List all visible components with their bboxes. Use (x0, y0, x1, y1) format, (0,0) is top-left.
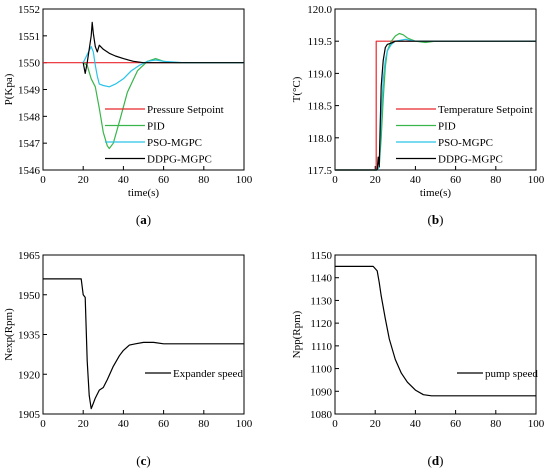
plot-frame (334, 8, 537, 171)
series-line (82, 45, 244, 88)
plot-frame (42, 8, 245, 171)
y-tick-label: 1552 (18, 4, 40, 16)
y-tick-label: 1950 (18, 290, 41, 302)
series-line (335, 32, 536, 171)
y-tick-label: 1546 (18, 165, 41, 177)
x-tick-label: 0 (40, 418, 46, 430)
panel-d-pump-speed-chart: 0 20 40 60 80 100 1080 1090 1100 1110 1120 1130 1140… (291, 250, 545, 468)
panel-a-pressure-chart: 0 20 40 60 80 100 1546 1547 1548 1549 1550 1551 1552… (3, 4, 253, 227)
legend-label: PID (438, 121, 456, 133)
legend-label: Pressure Setpoint (147, 104, 224, 116)
x-tick-label: 80 (198, 418, 210, 430)
x-tick-label: 40 (118, 174, 130, 186)
y-tick-label: 1548 (18, 111, 41, 123)
y-tick-label: 1905 (18, 409, 41, 421)
y-tick-label: 117.5 (308, 165, 333, 177)
x-tick-label: 20 (370, 174, 382, 186)
legend-label: Temperature Setpoint (438, 104, 533, 116)
y-tick-label: 1965 (18, 250, 41, 262)
x-tick-label: 0 (332, 418, 338, 430)
y-axis-title: T(°C) (291, 76, 303, 102)
y-tick-label: 1920 (18, 369, 41, 381)
series-line (82, 21, 244, 75)
y-tick-label: 1550 (18, 58, 41, 70)
panel-caption: (d) (428, 453, 444, 468)
y-tick-label: 118.5 (308, 101, 333, 113)
y-tick-label: 1547 (18, 138, 41, 150)
y-tick-label: 1935 (18, 330, 41, 342)
y-tick-label: 1549 (18, 85, 41, 97)
x-tick-label: 100 (236, 418, 253, 430)
y-tick-label: 1110 (311, 341, 333, 353)
x-tick-label: 60 (450, 418, 462, 430)
y-tick-label: 119.0 (308, 68, 333, 80)
y-tick-label: 1090 (310, 386, 333, 398)
panel-caption: (b) (428, 212, 444, 227)
series-line (335, 40, 536, 171)
y-tick-label: 1100 (310, 364, 332, 376)
y-tick-label: 1140 (310, 273, 332, 285)
y-tick-label: 1130 (310, 295, 332, 307)
panel-c-expander-speed-chart: 0 20 40 60 80 100 1905 1920 1935 1950 1965 Nexp(Rpm… (3, 250, 253, 468)
x-tick-label: 60 (158, 418, 170, 430)
plot-frame (334, 254, 537, 415)
y-tick-label: 120.0 (307, 4, 332, 16)
series-line (335, 265, 536, 397)
x-axis-title: time(s) (420, 187, 451, 199)
x-tick-label: 20 (78, 174, 90, 186)
x-tick-label: 100 (528, 418, 545, 430)
x-tick-label: 40 (410, 174, 422, 186)
series-line (43, 278, 244, 410)
legend-label: PSO-MGPC (147, 137, 202, 149)
x-tick-label: 20 (78, 418, 90, 430)
x-tick-label: 80 (198, 174, 210, 186)
panel-b-temperature-chart: 0 20 40 60 80 100 117.5 118.0 118.5 119.0 119.5 120… (291, 4, 545, 227)
x-tick-label: 100 (236, 174, 253, 186)
x-tick-label: 40 (410, 418, 422, 430)
panel-caption: (a) (136, 212, 151, 227)
x-tick-label: 60 (158, 174, 170, 186)
legend-label: PSO-MGPC (438, 137, 493, 149)
x-tick-label: 60 (450, 174, 462, 186)
x-tick-label: 20 (370, 418, 382, 430)
legend-label: DDPG-MGPC (438, 154, 503, 166)
y-tick-label: 1120 (310, 318, 332, 330)
x-tick-label: 80 (490, 174, 502, 186)
legend-label: pump speed (485, 368, 538, 380)
x-axis-title: time(s) (128, 187, 159, 199)
y-tick-label: 1150 (310, 250, 332, 262)
y-tick-label: 1551 (18, 31, 40, 43)
legend-label: DDPG-MGPC (147, 154, 212, 166)
legend-label: Expander speed (173, 368, 243, 380)
x-tick-label: 80 (490, 418, 502, 430)
y-tick-label: 118.0 (308, 133, 333, 145)
x-tick-label: 0 (332, 174, 338, 186)
x-tick-label: 0 (40, 174, 46, 186)
y-tick-label: 119.5 (308, 36, 333, 48)
panel-caption: (c) (136, 453, 150, 468)
y-axis-title: Nexp(Rpm) (3, 308, 15, 361)
x-tick-label: 40 (118, 418, 130, 430)
x-tick-label: 100 (528, 174, 545, 186)
y-axis-title: Npp(Rpm) (291, 310, 303, 358)
y-axis-title: P(Kpa) (3, 73, 15, 105)
legend-label: PID (147, 121, 165, 133)
y-tick-label: 1080 (310, 409, 333, 421)
